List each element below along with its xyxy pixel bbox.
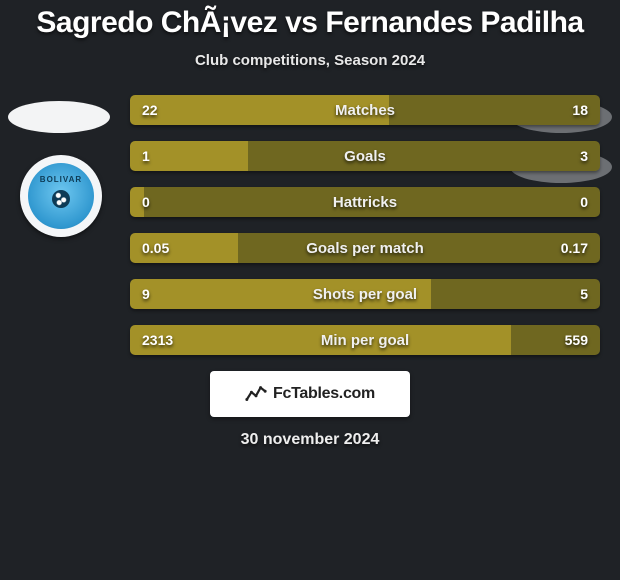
stat-bar-right [144,187,600,217]
stat-bar-left [130,187,144,217]
brand-box[interactable]: FcTables.com [210,371,410,417]
stat-row: Shots per goal95 [130,279,600,309]
comparison-card: Sagredo ChÃ¡vez vs Fernandes Padilha Clu… [0,0,620,580]
player-left-ellipse-1 [8,101,110,133]
club-badge-left: BOLIVAR [20,155,102,237]
soccer-ball-icon [52,190,70,208]
stat-bars: Matches2218 Goals13 Hattricks00 Goals per m… [130,95,600,355]
club-badge-label: BOLIVAR [40,175,82,184]
stat-row: Min per goal2313559 [130,325,600,355]
stat-bar-left [130,95,389,125]
stat-bar-left [130,279,431,309]
stat-bar-right [431,279,600,309]
stat-bar-right [248,141,601,171]
page-title: Sagredo ChÃ¡vez vs Fernandes Padilha [0,0,620,40]
stats-icon [245,383,267,405]
stat-bar-right [511,325,600,355]
stat-bar-left [130,325,511,355]
stat-row: Goals13 [130,141,600,171]
stat-bar-right [389,95,601,125]
stat-bar-left [130,233,238,263]
stat-bar-left [130,141,248,171]
stat-row: Goals per match0.050.17 [130,233,600,263]
brand-text: FcTables.com [273,385,375,403]
stat-row: Hattricks00 [130,187,600,217]
club-badge-inner: BOLIVAR [28,163,94,229]
date-text: 30 november 2024 [0,431,620,449]
subtitle: Club competitions, Season 2024 [0,52,620,69]
stats-stage: BOLIVAR Matches2218 Goals13 Hattricks00 Goa… [0,95,620,449]
stat-bar-right [238,233,600,263]
stat-row: Matches2218 [130,95,600,125]
